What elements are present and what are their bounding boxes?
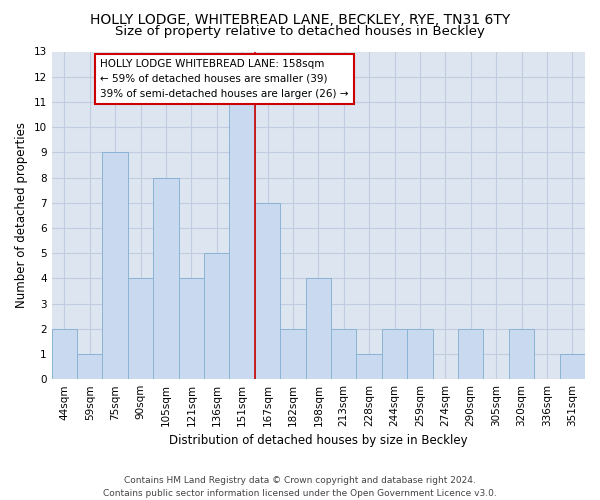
- Bar: [204, 253, 229, 379]
- Bar: [229, 102, 255, 379]
- Text: Contains HM Land Registry data © Crown copyright and database right 2024.
Contai: Contains HM Land Registry data © Crown c…: [103, 476, 497, 498]
- Bar: [179, 278, 204, 379]
- Bar: [280, 329, 305, 379]
- Y-axis label: Number of detached properties: Number of detached properties: [15, 122, 28, 308]
- Text: HOLLY LODGE WHITEBREAD LANE: 158sqm
← 59% of detached houses are smaller (39)
39: HOLLY LODGE WHITEBREAD LANE: 158sqm ← 59…: [100, 59, 349, 98]
- Bar: [356, 354, 382, 379]
- Bar: [407, 329, 433, 379]
- Bar: [52, 329, 77, 379]
- Bar: [255, 202, 280, 379]
- Bar: [560, 354, 585, 379]
- Text: Size of property relative to detached houses in Beckley: Size of property relative to detached ho…: [115, 25, 485, 38]
- Bar: [331, 329, 356, 379]
- Bar: [382, 329, 407, 379]
- Bar: [458, 329, 484, 379]
- Bar: [153, 178, 179, 379]
- Bar: [103, 152, 128, 379]
- X-axis label: Distribution of detached houses by size in Beckley: Distribution of detached houses by size …: [169, 434, 467, 448]
- Bar: [305, 278, 331, 379]
- Bar: [128, 278, 153, 379]
- Text: HOLLY LODGE, WHITEBREAD LANE, BECKLEY, RYE, TN31 6TY: HOLLY LODGE, WHITEBREAD LANE, BECKLEY, R…: [90, 12, 510, 26]
- Bar: [509, 329, 534, 379]
- Bar: [77, 354, 103, 379]
